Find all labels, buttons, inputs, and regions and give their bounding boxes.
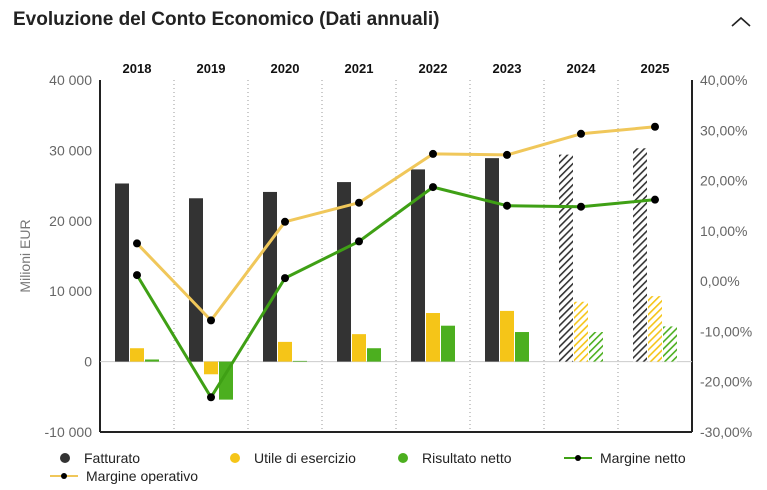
bar-risultato [367, 348, 381, 362]
y-tick-label: 0 [84, 354, 92, 370]
legend-marker [398, 453, 408, 463]
margine-netto-line [135, 185, 656, 399]
y2-tick-label: 10,00% [700, 223, 747, 239]
bar-fatturato [115, 183, 129, 362]
y2-tick-label: 0,00% [700, 273, 740, 289]
legend-label: Fatturato [84, 450, 141, 466]
y2-tick-label: -10,00% [700, 323, 752, 339]
bar-utile [204, 361, 218, 375]
margine-netto-point [651, 195, 659, 204]
margine-operativo-point [503, 150, 511, 159]
margine-operativo-point [355, 198, 363, 207]
bar-risultato [145, 359, 159, 362]
bar-risultato [663, 326, 677, 362]
chart-title: Evoluzione del Conto Economico (Dati ann… [13, 9, 440, 30]
category-label: 2022 [419, 61, 448, 76]
bar-fatturato [411, 169, 425, 362]
legend-item-margine-operativo[interactable]: Margine operativo [50, 468, 198, 484]
collapse-button[interactable] [726, 10, 756, 34]
margine-operativo-point [429, 149, 437, 158]
legend-label: Risultato netto [422, 450, 512, 466]
category-label: 2020 [271, 61, 300, 76]
margine-operativo-line [135, 125, 656, 322]
bar-risultato [441, 325, 455, 362]
legend-item-risultato[interactable]: Risultato netto [398, 450, 512, 466]
margine-operativo-point [133, 239, 141, 248]
y-tick-label: 10 000 [49, 283, 92, 299]
category-label: 2024 [567, 61, 597, 76]
margine-netto-point [429, 183, 437, 192]
y-tick-label: -10 000 [45, 424, 93, 440]
legend-label: Utile di esercizio [254, 450, 356, 466]
y2-tick-label: -30,00% [700, 424, 752, 440]
chart-area: 40 000 30 000 20 000 10 000 0 -10 000 40,00% 30… [17, 61, 752, 440]
bar-risultato [219, 361, 233, 400]
y2-tick-label: 40,00% [700, 72, 747, 88]
category-label: 2025 [641, 61, 670, 76]
margine-netto-point [133, 271, 141, 280]
y-tick-label: 30 000 [49, 142, 92, 158]
bar-risultato [515, 332, 529, 362]
margine-netto-point [355, 237, 363, 246]
y-tick-label: 40 000 [49, 72, 92, 88]
bar-utile [130, 348, 144, 362]
category-label: 2018 [123, 61, 152, 76]
legend-line-marker [50, 473, 78, 479]
bar-utile [500, 310, 514, 362]
y2-tick-label: 20,00% [700, 173, 747, 189]
legend-marker [60, 453, 70, 463]
category-label: 2021 [345, 61, 374, 76]
bar-fatturato [559, 154, 573, 362]
margine-netto-point [281, 274, 289, 283]
margine-netto-point [577, 202, 585, 211]
legend-line-marker [564, 455, 592, 461]
legend: Fatturato Utile di esercizio Risultato n… [50, 448, 760, 488]
margine-netto-point [207, 393, 215, 402]
bar-fatturato [189, 198, 203, 362]
bar-fatturato [633, 148, 647, 362]
legend-label: Margine netto [600, 450, 686, 466]
category-label: 2019 [197, 61, 226, 76]
margine-operativo-point [207, 316, 215, 325]
y-axis-title: Milioni EUR [17, 219, 33, 292]
legend-label: Margine operativo [86, 468, 199, 484]
y2-tick-label: -20,00% [700, 374, 752, 390]
y-tick-label: 20 000 [49, 213, 92, 229]
category-label: 2023 [493, 61, 522, 76]
margine-operativo-point [577, 129, 585, 138]
bar-fatturato [263, 191, 277, 362]
bar-utile [648, 296, 662, 362]
legend-item-margine-netto[interactable]: Margine netto [564, 450, 686, 466]
bar-risultato [589, 332, 603, 362]
bar-risultato [293, 360, 307, 362]
bar-fatturato [485, 158, 499, 362]
margine-operativo-point [651, 122, 659, 131]
bar-utile [278, 341, 292, 362]
y2-tick-label: 30,00% [700, 122, 747, 138]
margine-operativo-point [281, 217, 289, 226]
legend-marker [230, 453, 240, 463]
margine-netto-point [503, 201, 511, 210]
bar-utile [574, 301, 588, 362]
legend-item-utile[interactable]: Utile di esercizio [230, 450, 356, 466]
bar-fatturato [337, 182, 351, 362]
chevron-up-icon [731, 16, 751, 27]
bar-utile [352, 334, 366, 362]
bar-utile [426, 313, 440, 362]
legend-item-fatturato[interactable]: Fatturato [60, 450, 140, 466]
